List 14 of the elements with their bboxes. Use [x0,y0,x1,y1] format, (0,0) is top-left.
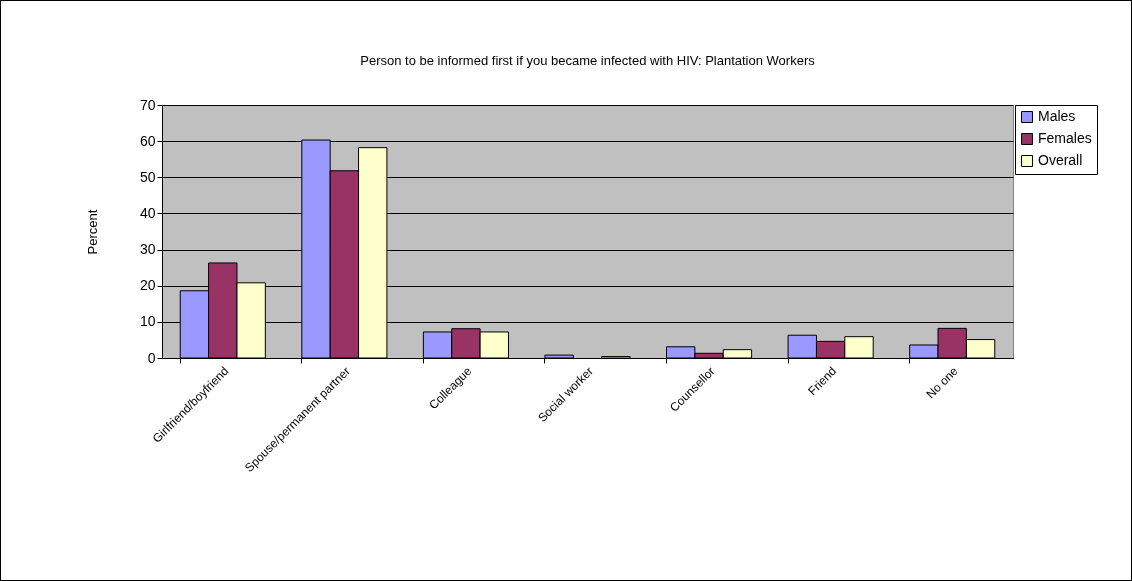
y-tick-label: 50 [139,168,156,185]
y-tick-label: 10 [139,313,156,330]
legend-label: Females [1038,130,1092,146]
y-tick-label: 0 [147,349,156,366]
chart-title: Person to be informed first if you became infected with HIV: Plantation Workers [360,53,816,68]
y-tick-label: 40 [139,204,156,221]
x-tick-label: No one [923,363,961,402]
legend-label: Males [1038,108,1076,124]
y-tick-label: 70 [139,96,156,113]
legend-label: Overall [1038,152,1083,168]
y-tick-label: 30 [139,241,156,258]
y-axis-title: Percent [84,209,100,255]
y-tick-label: 20 [139,277,156,294]
y-tick-label: 60 [139,132,156,149]
